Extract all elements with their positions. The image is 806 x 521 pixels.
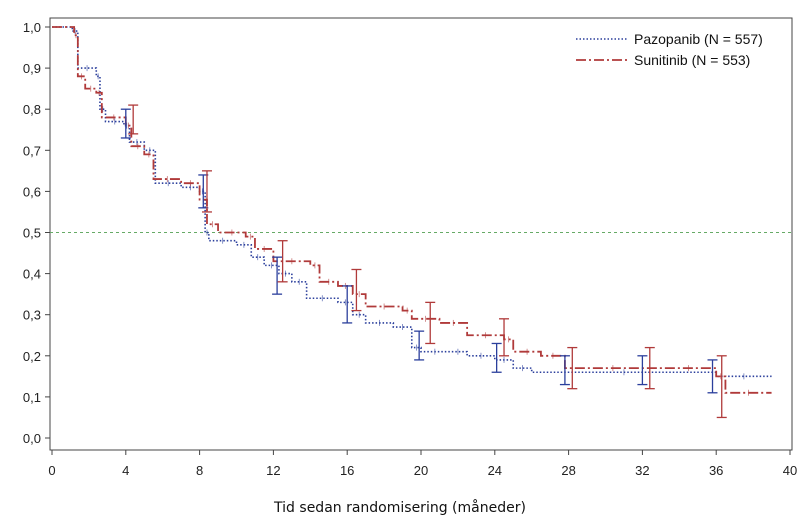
y-tick-label: 0,5 [23,226,41,241]
x-tick-label: 40 [783,463,797,478]
x-tick-label: 20 [414,463,428,478]
plot-frame [49,17,793,451]
y-tick-label: 0,1 [23,390,41,405]
x-tick-label: 16 [340,463,354,478]
y-tick-label: 0,2 [23,349,41,364]
x-tick-label: 8 [196,463,203,478]
y-tick-label: 0,8 [23,102,41,117]
error-bars-layer [120,104,727,419]
y-tick-label: 0,0 [23,431,41,446]
series-line-sunitinib [52,26,772,394]
x-tick-label: 12 [266,463,280,478]
y-tick-label: 0,9 [23,61,41,76]
x-tick-label: 4 [122,463,129,478]
x-tick-label: 28 [561,463,575,478]
y-tick-label: 0,4 [23,267,41,282]
axis-ticks: 0 4 8 12 16 20 24 28 32 36 40 0,0 0,1 0,2 0,3 0,4 0,5 0,6… [23,20,797,478]
y-tick-label: 1,0 [23,20,41,35]
y-tick-label: 0,7 [23,143,41,158]
y-tick-label: 0,6 [23,184,41,199]
y-tick-label: 0,3 [23,308,41,323]
x-tick-label: 32 [635,463,649,478]
x-tick-label: 36 [709,463,723,478]
legend: Pazopanib (N = 557) Sunitinib (N = 553) [576,31,763,68]
legend-label-sunitinib: Sunitinib (N = 553) [634,52,750,68]
x-tick-label: 24 [488,463,502,478]
x-tick-label: 0 [48,463,55,478]
series-layer [52,26,772,396]
legend-label-pazopanib: Pazopanib (N = 557) [634,31,763,47]
series-line-pazopanib [52,26,772,378]
x-axis-title: Tid sedan randomisering (måneder) [273,499,526,516]
